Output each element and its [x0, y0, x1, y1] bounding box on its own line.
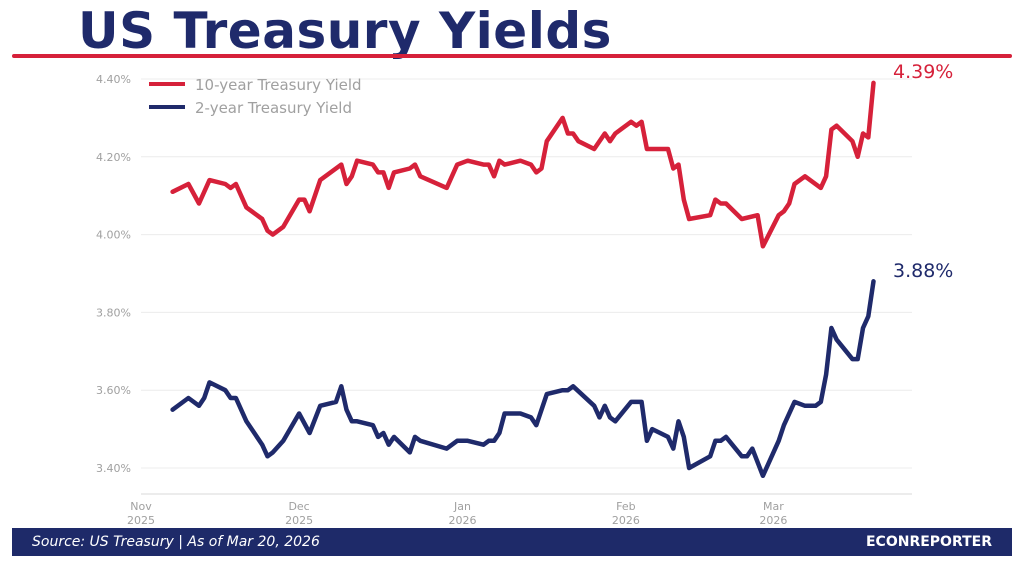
x-tick-month: Mar: [763, 500, 784, 513]
end-label-2-year: 3.88%: [893, 260, 953, 282]
page-title: US Treasury Yields: [78, 2, 612, 60]
y-tick-label: 4.20%: [96, 151, 131, 164]
x-tick-year: 2026: [612, 514, 640, 527]
y-tick-label: 3.80%: [96, 306, 131, 319]
x-tick-month: Nov: [130, 500, 152, 513]
title-underline: [12, 54, 1012, 58]
x-tick-year: 2026: [448, 514, 476, 527]
y-tick-label: 3.60%: [96, 384, 131, 397]
x-tick-month: Jan: [453, 500, 471, 513]
y-tick-label: 4.00%: [96, 229, 131, 242]
footer-bar: Source: US Treasury | As of Mar 20, 2026…: [12, 528, 1012, 556]
y-tick-label: 3.40%: [96, 462, 131, 475]
x-tick-month: Feb: [616, 500, 635, 513]
end-label-10-year: 4.39%: [893, 61, 953, 83]
legend-label-2-year: 2-year Treasury Yield: [195, 99, 352, 117]
x-tick-month: Dec: [288, 500, 309, 513]
x-tick-year: 2025: [127, 514, 155, 527]
source-note: Source: US Treasury | As of Mar 20, 2026: [32, 534, 320, 550]
series-line-10-year: [170, 80, 876, 249]
brand-logo: ECONREPORTER: [865, 534, 992, 550]
series-line-2-year: [170, 279, 876, 479]
x-tick-year: 2026: [759, 514, 787, 527]
legend-label-10-year: 10-year Treasury Yield: [195, 76, 362, 94]
x-tick-year: 2025: [285, 514, 313, 527]
y-tick-label: 4.40%: [96, 73, 131, 86]
legend: 10-year Treasury Yield 2-year Treasury Y…: [149, 76, 362, 117]
